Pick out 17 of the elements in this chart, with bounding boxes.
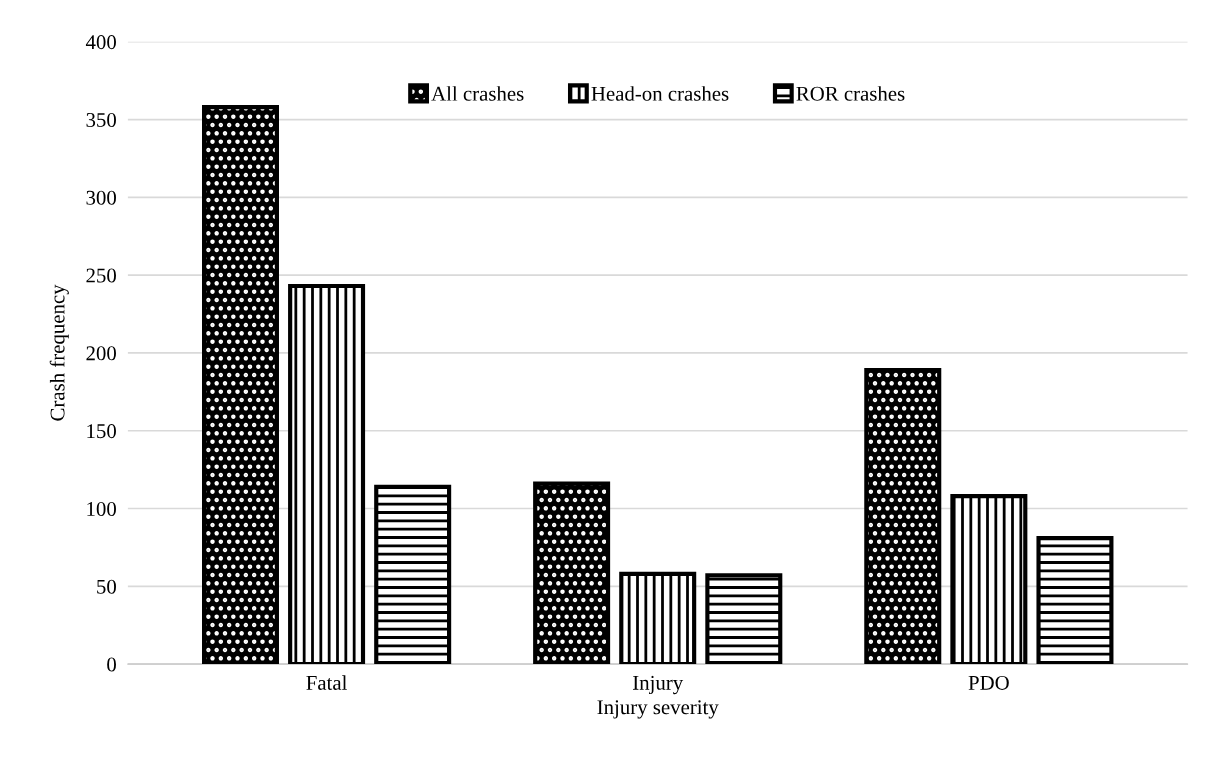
y-tick-label: 50	[97, 579, 116, 594]
y-tick-label: 250	[86, 268, 116, 283]
y-tick-label: 350	[86, 112, 116, 127]
y-tick-label: 200	[86, 346, 116, 361]
legend-label: ROR crashes	[796, 86, 905, 101]
x-tick-label: PDO	[968, 675, 1009, 690]
y-tick-label: 100	[87, 501, 116, 516]
y-tick-label: 300	[86, 190, 116, 205]
x-axis-title: Injury severity	[597, 700, 719, 719]
x-tick-label: Injury	[633, 675, 684, 695]
y-tick-label: 150	[87, 424, 116, 439]
legend-label: All crashes	[431, 86, 524, 101]
legend-label: Head-on crashes	[591, 86, 729, 101]
x-tick-label: Fatal	[306, 675, 347, 690]
y-tick-label: 400	[85, 35, 116, 50]
y-tick-label: 0	[107, 657, 116, 672]
y-axis-title: Crash frequency	[49, 284, 69, 421]
